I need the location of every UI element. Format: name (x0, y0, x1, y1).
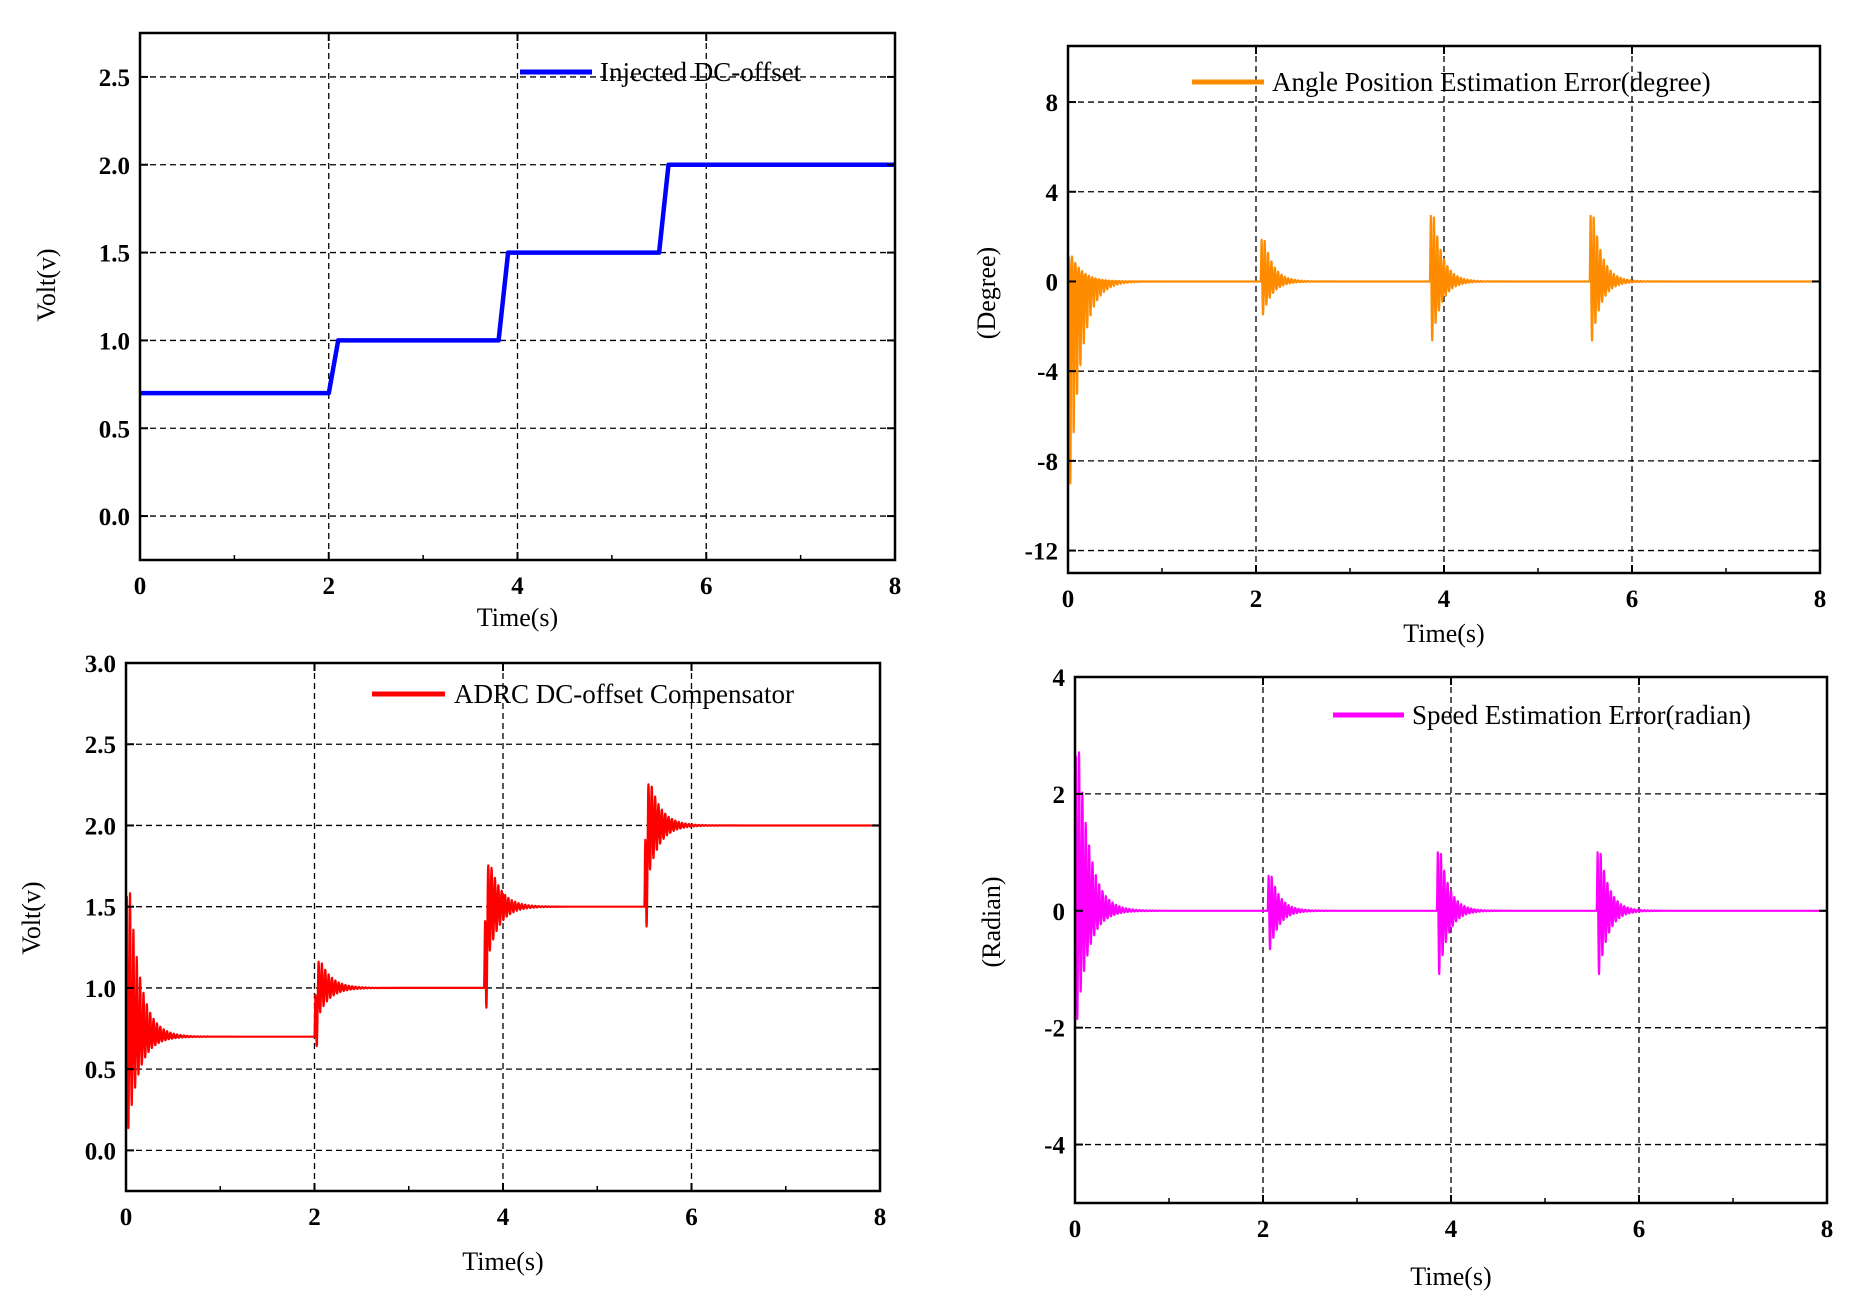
x-tick-label: 2 (1250, 586, 1263, 613)
legend: ADRC DC-offset Compensator (372, 679, 794, 709)
x-tick-label: 4 (1438, 586, 1451, 613)
y-tick-label: 2.0 (99, 153, 130, 180)
chart-panel-4: 0 2 4 6 8 -4 -2 0 2 4 Time(s) (Radian) Speed Estimat… (977, 665, 1833, 1291)
y-tick-label: 0 (1046, 269, 1059, 296)
y-tick-label: 3.0 (85, 651, 116, 678)
x-tick-label: 6 (700, 573, 713, 600)
y-tick-label: 0.5 (99, 416, 130, 443)
y-tick-label: 2 (1053, 782, 1066, 809)
legend-label: Injected DC-offset (600, 57, 802, 87)
y-tick-label: -2 (1044, 1016, 1065, 1043)
x-tick-label: 4 (511, 573, 524, 600)
x-tick-label: 8 (889, 573, 902, 600)
x-tick-label: 0 (134, 573, 147, 600)
x-tick-label: 4 (1445, 1216, 1458, 1243)
x-tick-label: 0 (1069, 1216, 1082, 1243)
y-tick-label: 2.5 (85, 732, 116, 759)
y-tick-label: 0.0 (85, 1138, 116, 1165)
series-line-1 (126, 783, 880, 1130)
y-tick-label: 1.5 (99, 241, 130, 268)
x-axis-label: Time(s) (1403, 619, 1484, 648)
y-tick-label: 2.0 (85, 813, 116, 840)
series-line-1 (1068, 214, 1820, 485)
chart-panel-2: 0 2 4 6 8 -12 -8 -4 0 4 8 Time(s) (Degree) Angle Posi… (972, 44, 1827, 648)
series-line-1 (140, 162, 895, 396)
x-axis-label: Time(s) (1410, 1262, 1491, 1291)
x-tick-label: 8 (874, 1204, 887, 1231)
x-tick-label: 2 (1257, 1216, 1270, 1243)
legend: Angle Position Estimation Error(degree) (1192, 67, 1711, 97)
y-tick-label: 0 (1053, 899, 1066, 926)
x-tick-label: 8 (1814, 586, 1827, 613)
x-tick-label: 6 (685, 1204, 698, 1231)
y-tick-label: 2.5 (99, 65, 130, 92)
x-tick-label: 2 (323, 573, 336, 600)
legend-label: Angle Position Estimation Error(degree) (1272, 67, 1711, 97)
x-tick-label: 4 (497, 1204, 510, 1231)
x-tick-label: 0 (1062, 586, 1075, 613)
y-axis-label: (Radian) (977, 877, 1006, 968)
y-tick-label: 4 (1046, 180, 1059, 207)
x-tick-label: 8 (1821, 1216, 1834, 1243)
series-line-1 (1075, 751, 1827, 1020)
y-tick-label: -12 (1025, 539, 1058, 566)
legend: Speed Estimation Error(radian) (1333, 700, 1751, 730)
y-tick-label: 1.0 (85, 976, 116, 1003)
y-tick-label: 8 (1046, 90, 1059, 117)
y-axis-label: Volt(v) (32, 248, 61, 321)
x-tick-label: 2 (308, 1204, 321, 1231)
x-tick-label: 6 (1626, 586, 1639, 613)
chart-panel-3: 0 2 4 6 8 0.0 0.5 1.0 1.5 2.0 2.5 3.0 Time(s) Volt(v)… (17, 651, 886, 1276)
chart-panel-1: 0 2 4 6 8 0.0 0.5 1.0 1.5 2.0 2.5 Time(s) Volt(v) Inj… (32, 31, 902, 632)
y-tick-label: 0.5 (85, 1057, 116, 1084)
y-tick-label: -4 (1037, 359, 1058, 386)
y-tick-label: 1.5 (85, 895, 116, 922)
y-tick-label: -4 (1044, 1133, 1065, 1160)
legend-label: ADRC DC-offset Compensator (454, 679, 794, 709)
x-axis-label: Time(s) (462, 1247, 543, 1276)
y-tick-label: 1.0 (99, 328, 130, 355)
x-tick-label: 6 (1633, 1216, 1646, 1243)
y-tick-label: -8 (1037, 449, 1058, 476)
legend: Injected DC-offset (520, 57, 802, 87)
y-tick-label: 0.0 (99, 504, 130, 531)
x-tick-label: 0 (120, 1204, 133, 1231)
x-axis-label: Time(s) (477, 603, 558, 632)
y-tick-label: 4 (1053, 665, 1066, 692)
y-axis-label: Volt(v) (17, 881, 46, 954)
y-axis-label: (Degree) (972, 247, 1001, 339)
legend-label: Speed Estimation Error(radian) (1412, 700, 1751, 730)
